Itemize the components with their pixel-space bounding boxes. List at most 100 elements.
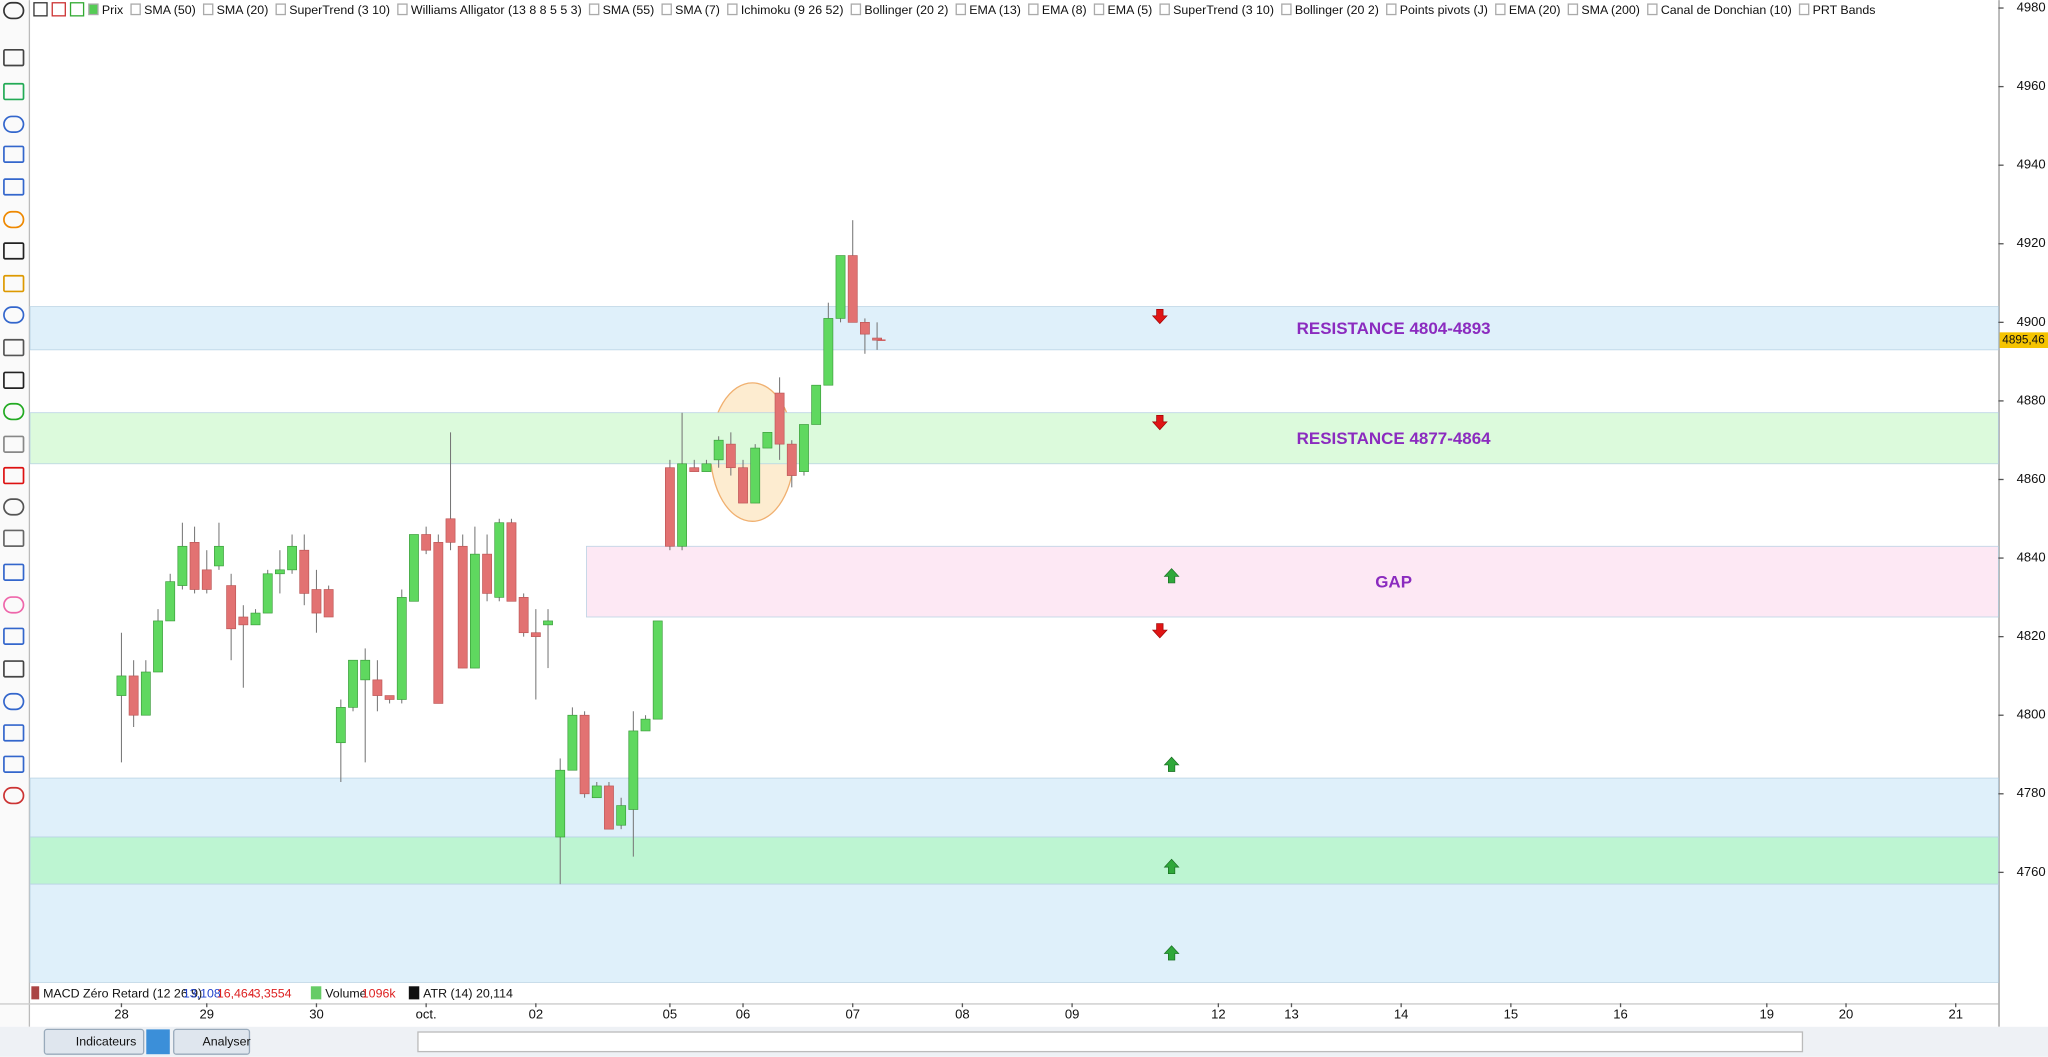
indicator-checkbox[interactable]	[1386, 3, 1397, 16]
tool-icon[interactable]	[3, 115, 25, 133]
indicator-checkbox[interactable]	[1798, 3, 1810, 16]
indicator-label[interactable]: SuperTrend (3 10)	[289, 3, 390, 17]
candle-body	[811, 384, 822, 425]
indicators-button[interactable]	[43, 1028, 145, 1055]
tool-icon[interactable]	[3, 48, 25, 67]
tool-icon[interactable]	[3, 1, 25, 20]
indicator-checkbox[interactable]	[1159, 3, 1170, 16]
signal-arrow	[1163, 945, 1180, 961]
indicator-checkbox[interactable]	[202, 3, 214, 16]
candle-body	[506, 522, 517, 602]
tool-icon[interactable]	[3, 755, 25, 773]
tool-icon[interactable]	[3, 563, 25, 581]
indicator-checkbox[interactable]	[1093, 3, 1105, 16]
indicator-label[interactable]: Canal de Donchian (10)	[1661, 3, 1792, 17]
indicator-checkbox[interactable]	[1281, 3, 1292, 16]
indicator-label[interactable]: EMA (13)	[969, 3, 1021, 17]
share-button[interactable]	[146, 1029, 170, 1055]
indicator-checkbox[interactable]	[1567, 3, 1579, 16]
candle-body	[153, 620, 163, 673]
candle-body	[640, 718, 651, 732]
candle-body	[409, 534, 419, 602]
indicator-label[interactable]: Williams Alligator (13 8 8 5 5 3)	[411, 3, 582, 17]
indicator-label[interactable]: EMA (5)	[1108, 3, 1153, 17]
tool-icon[interactable]	[3, 210, 25, 229]
indicator-checkbox[interactable]	[130, 3, 141, 16]
tool-icon[interactable]	[3, 242, 25, 260]
x-tick-label: 13	[1284, 1006, 1299, 1021]
indicator-label[interactable]: SuperTrend (3 10)	[1173, 3, 1274, 17]
tool-icon[interactable]	[3, 529, 25, 547]
indicator-checkbox[interactable]	[727, 3, 738, 16]
tool-icon[interactable]	[3, 596, 25, 614]
tool-icon[interactable]	[3, 402, 25, 421]
tool-icon[interactable]	[3, 627, 25, 645]
indicator-checkbox[interactable]	[88, 3, 99, 16]
indicator-checkbox[interactable]	[1028, 3, 1039, 16]
x-tick-label: 28	[114, 1006, 129, 1021]
indicator-checkbox[interactable]	[661, 3, 672, 16]
indicator-label[interactable]: SMA (200)	[1581, 3, 1640, 17]
indicator-checkbox[interactable]	[397, 3, 408, 16]
indicator-label[interactable]: SMA (20)	[217, 3, 269, 17]
tool-icon[interactable]	[3, 306, 25, 324]
tool-icon[interactable]	[3, 178, 25, 196]
indicators-button-label[interactable]: Indicateurs	[76, 1035, 137, 1049]
indicator-label[interactable]: SMA (55)	[603, 3, 655, 17]
zone	[29, 836, 1999, 885]
y-tick-label: 4820	[2017, 628, 2046, 643]
indicator-label[interactable]: Points pivots (J)	[1400, 3, 1488, 17]
candle-body	[701, 463, 712, 472]
y-tick-label: 4880	[2017, 392, 2046, 407]
y-tick-label: 4840	[2017, 550, 2046, 565]
candle-body	[335, 707, 346, 744]
indicator-checkbox[interactable]	[275, 3, 286, 16]
left-toolbar	[0, 0, 29, 1027]
candle-body	[872, 337, 882, 341]
analyze-button-label[interactable]: Analyser	[202, 1035, 250, 1049]
zone-label: RESISTANCE 4877-4864	[1297, 429, 1492, 448]
indicator-label[interactable]: Ichimoku (9 26 52)	[741, 3, 844, 17]
x-tick-label: oct.	[416, 1006, 437, 1021]
tool-icon[interactable]	[3, 466, 25, 485]
macd-value: 13,108	[183, 986, 221, 1000]
tool-icon[interactable]	[3, 660, 25, 678]
candle-body	[555, 769, 566, 838]
tool-icon[interactable]	[3, 435, 25, 453]
indicator-label[interactable]: PRT Bands	[1813, 3, 1876, 17]
tool-icon[interactable]	[3, 692, 25, 711]
indicator-label[interactable]: Bollinger (20 2)	[864, 3, 948, 17]
tool-icon[interactable]	[3, 338, 25, 357]
x-tick-label: 07	[845, 1006, 860, 1021]
x-tick-label: 06	[736, 1006, 751, 1021]
indicator-checkbox[interactable]	[588, 3, 600, 16]
analyze-button[interactable]	[173, 1028, 251, 1055]
indicator-label[interactable]: SMA (7)	[675, 3, 720, 17]
indicator-checkbox[interactable]	[955, 3, 967, 16]
indicator-checkbox[interactable]	[850, 3, 862, 16]
candle-body	[372, 679, 383, 696]
indicator-label[interactable]: EMA (20)	[1509, 3, 1561, 17]
tool-icon[interactable]	[3, 724, 25, 742]
tool-icon[interactable]	[3, 82, 25, 101]
x-tick-label: 12	[1211, 1006, 1226, 1021]
tool-icon[interactable]	[3, 371, 25, 389]
tool-icon[interactable]	[3, 145, 25, 163]
tool-icon[interactable]	[3, 274, 25, 293]
y-tick-label: 4780	[2017, 785, 2046, 800]
indicator-checkbox[interactable]	[1495, 3, 1506, 16]
candle-body	[348, 659, 358, 708]
tool-icon[interactable]	[3, 498, 25, 516]
scrollbar[interactable]	[417, 1031, 1804, 1053]
volume-value: 1096k	[362, 986, 397, 1000]
candle-body	[738, 467, 748, 504]
indicator-label[interactable]: Prix	[102, 3, 124, 17]
indicator-label[interactable]: Bollinger (20 2)	[1295, 3, 1379, 17]
indicator-label[interactable]: SMA (50)	[144, 3, 196, 17]
candle-body	[579, 714, 590, 795]
indicator-label[interactable]: EMA (8)	[1042, 3, 1087, 17]
candle-body	[445, 518, 456, 543]
zone	[29, 412, 1999, 465]
indicator-checkbox[interactable]	[1647, 3, 1658, 16]
tool-icon[interactable]	[3, 786, 25, 805]
